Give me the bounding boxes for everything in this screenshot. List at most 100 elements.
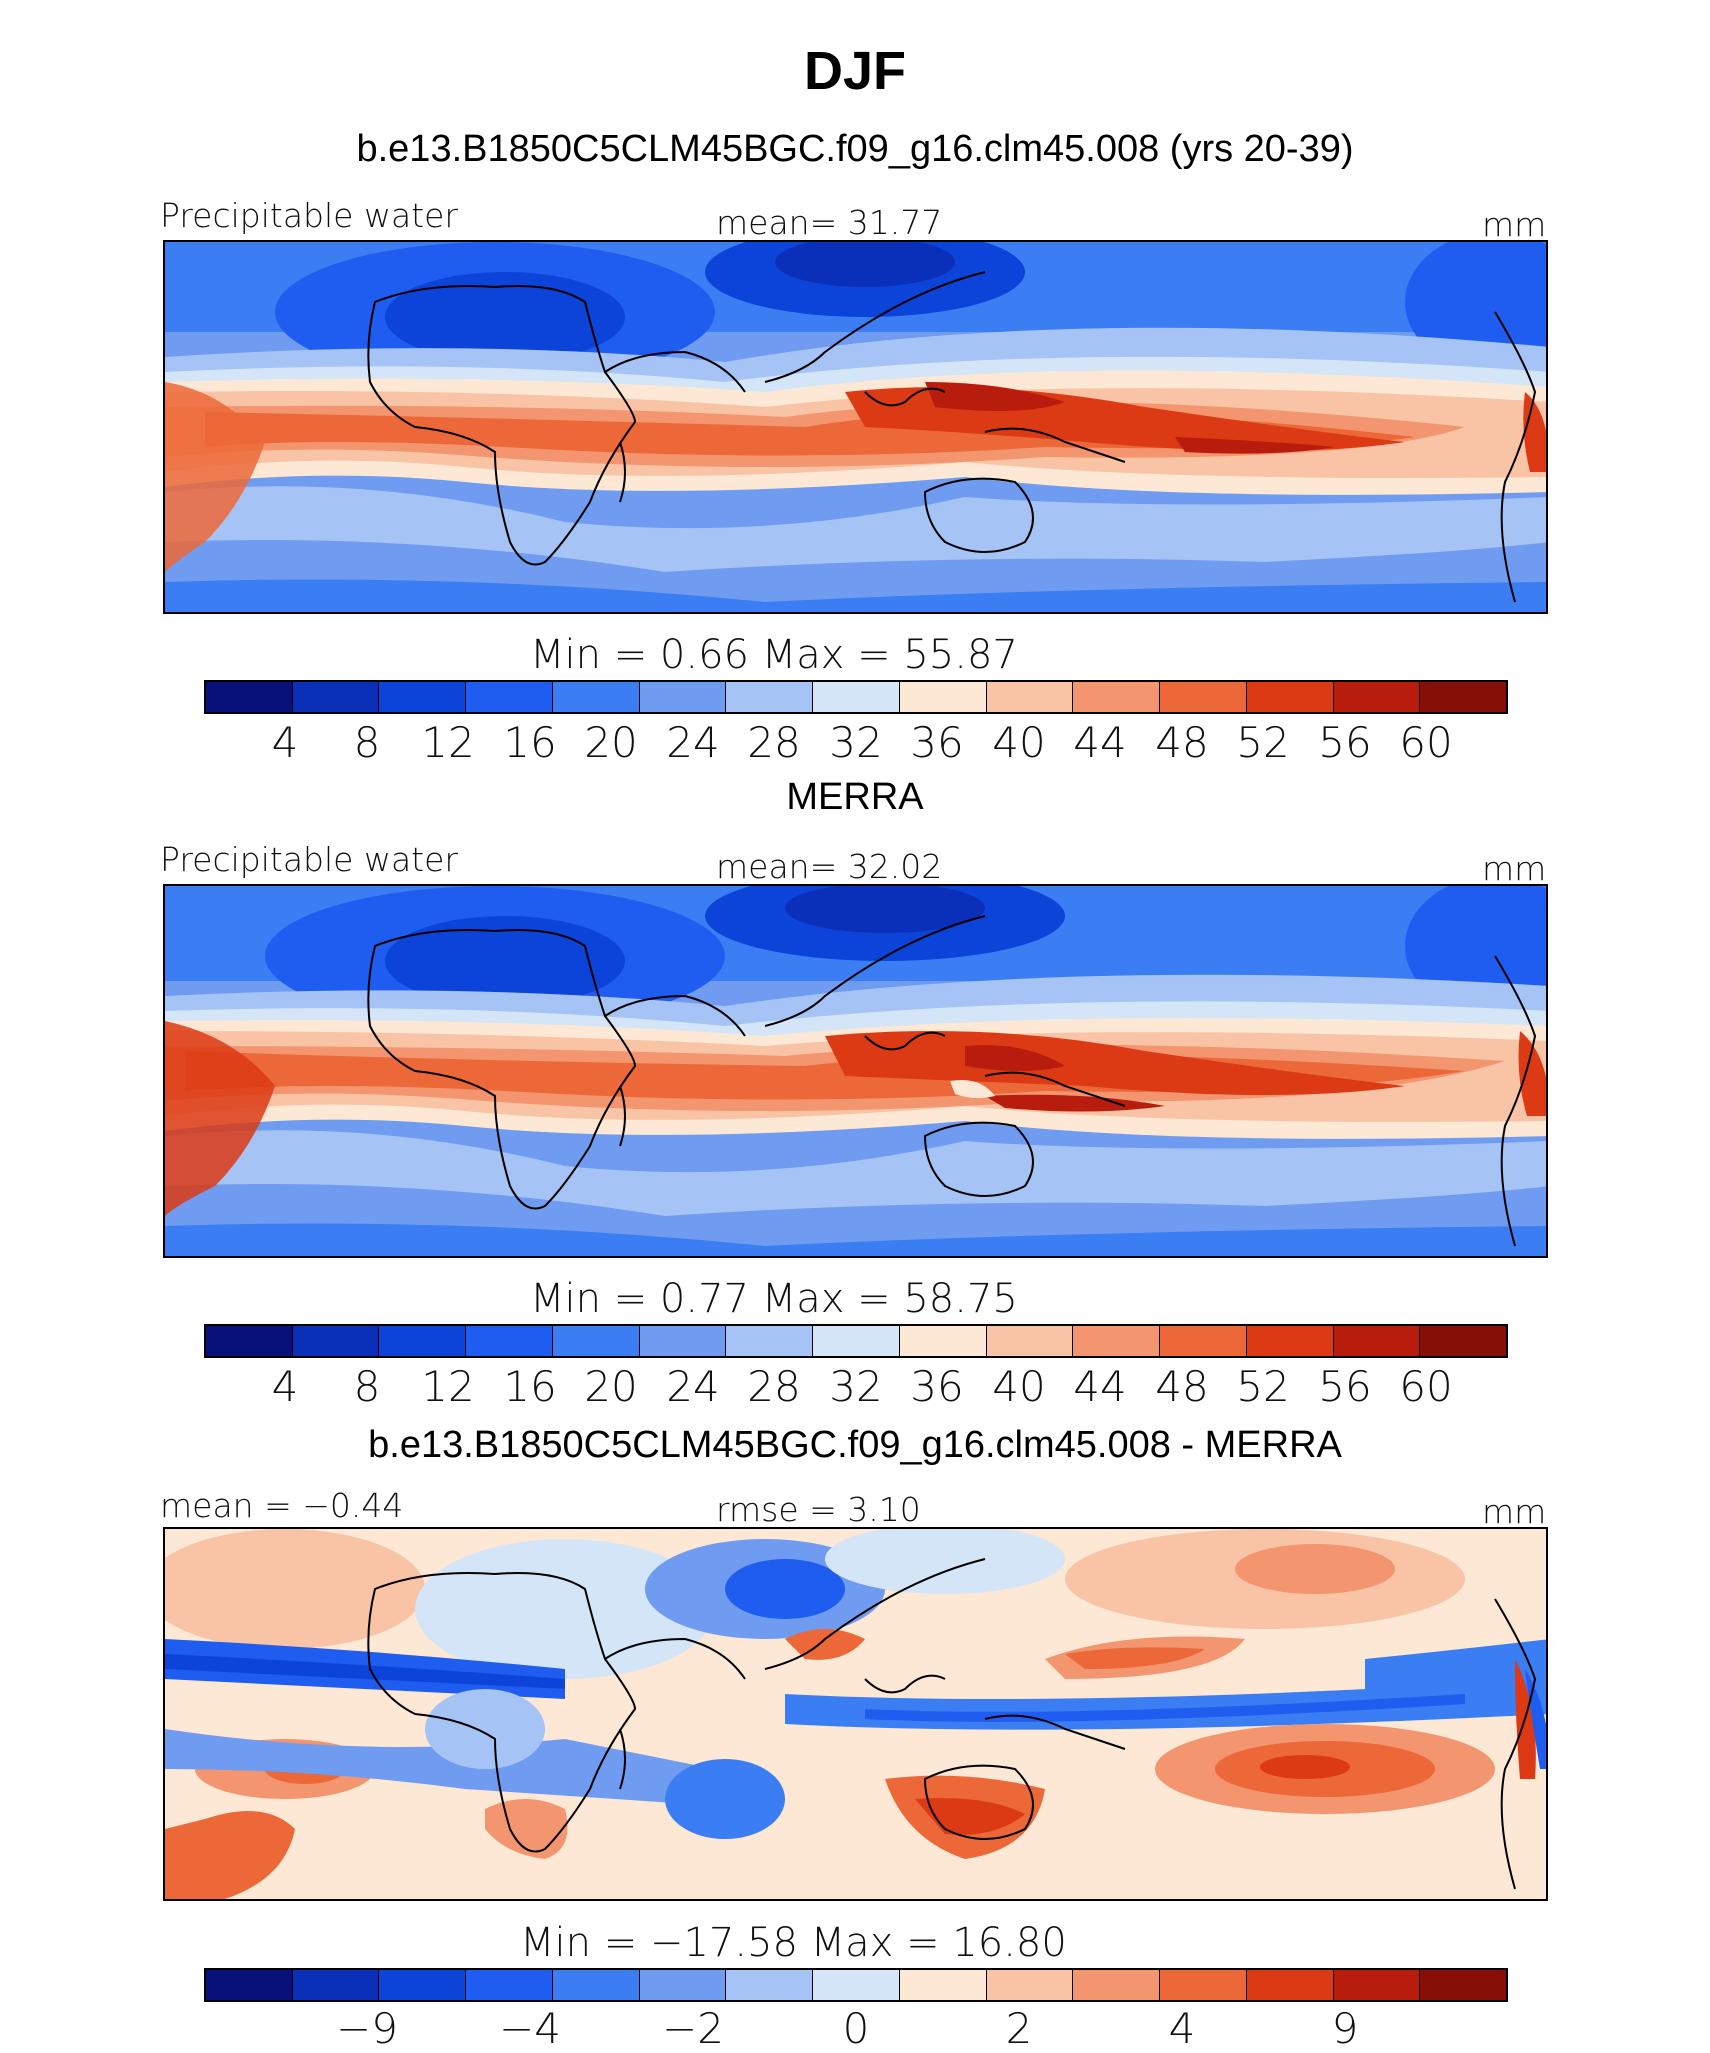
colorbar-swatch (292, 682, 380, 712)
colorbar-swatch (813, 682, 900, 712)
panel-2-colorbar (204, 1324, 1508, 1358)
colorbar-tick: 48 (1155, 718, 1209, 767)
colorbar-tick: 44 (1073, 718, 1127, 767)
colorbar-swatch (639, 682, 727, 712)
colorbar-tick: 32 (829, 1362, 883, 1411)
colorbar-swatch (206, 1970, 293, 2000)
colorbar-swatch (899, 1326, 987, 1356)
colorbar-swatch (1160, 1326, 1247, 1356)
colorbar-tick: 28 (747, 718, 801, 767)
colorbar-swatch (1160, 682, 1247, 712)
colorbar-swatch (1420, 1326, 1507, 1356)
colorbar-tick: −9 (336, 2004, 398, 2053)
colorbar-swatch (1420, 682, 1507, 712)
panel-3-subtitle: b.e13.B1850C5CLM45BGC.f09_g16.clm45.008 … (368, 1424, 1342, 1466)
colorbar-tick: −2 (662, 2004, 724, 2053)
colorbar-tick: 16 (503, 1362, 557, 1411)
colorbar-swatch (379, 1970, 467, 2000)
panel-1-variable-label: Precipitable water (160, 196, 458, 235)
panel-1-units-label: mm (1482, 205, 1547, 244)
panel-1-map (163, 240, 1548, 614)
colorbar-swatch (639, 1970, 727, 2000)
colorbar-swatch (466, 682, 553, 712)
panel-3-mean-label: mean = −0.44 (160, 1486, 404, 1525)
panel-3-map-field (165, 1529, 1546, 1899)
panel-2-mean-label: mean= 32.02 (716, 847, 943, 886)
panel-3-map (163, 1527, 1548, 1901)
colorbar-tick: 9 (1331, 2004, 1359, 2053)
colorbar-swatch (639, 1326, 727, 1356)
colorbar-swatch (986, 1326, 1074, 1356)
colorbar-swatch (206, 1326, 293, 1356)
colorbar-swatch (466, 1970, 553, 2000)
colorbar-swatch (292, 1970, 380, 2000)
colorbar-swatch (292, 1326, 380, 1356)
colorbar-swatch (552, 1326, 640, 1356)
panel-3-minmax-label: Min = −17.58 Max = 16.80 (520, 1920, 1067, 1966)
panel-3-units-label: mm (1482, 1492, 1547, 1531)
colorbar-tick: 24 (666, 718, 720, 767)
panel-2-variable-label: Precipitable water (160, 840, 458, 879)
colorbar-tick: 36 (910, 718, 964, 767)
figure-title: DJF (803, 41, 906, 101)
colorbar-tick: 52 (1236, 718, 1290, 767)
colorbar-tick: 60 (1399, 1362, 1453, 1411)
colorbar-tick: 4 (271, 718, 299, 767)
colorbar-tick: 32 (829, 718, 883, 767)
colorbar-tick: 36 (910, 1362, 964, 1411)
panel-3-colorbar (204, 1968, 1508, 2002)
colorbar-swatch (1333, 1326, 1421, 1356)
colorbar-swatch (552, 682, 640, 712)
colorbar-swatch (726, 682, 814, 712)
colorbar-swatch (1246, 1970, 1334, 2000)
colorbar-tick: 0 (842, 2004, 870, 2053)
colorbar-swatch (899, 1970, 987, 2000)
colorbar-swatch (552, 1970, 640, 2000)
colorbar-swatch (379, 682, 467, 712)
colorbar-swatch (726, 1970, 814, 2000)
colorbar-tick: 20 (584, 1362, 638, 1411)
panel-2-map-field (165, 886, 1546, 1256)
colorbar-tick: 40 (992, 718, 1046, 767)
colorbar-swatch (1333, 1970, 1421, 2000)
colorbar-tick: 56 (1318, 1362, 1372, 1411)
colorbar-swatch (813, 1326, 900, 1356)
colorbar-swatch (206, 682, 293, 712)
panel-1-minmax-label: Min = 0.66 Max = 55.87 (530, 632, 1018, 678)
colorbar-swatch (726, 1326, 814, 1356)
colorbar-swatch (986, 1970, 1074, 2000)
colorbar-tick: 56 (1318, 718, 1372, 767)
colorbar-swatch (1073, 1326, 1161, 1356)
panel-2-units-label: mm (1482, 849, 1547, 888)
colorbar-tick: 52 (1236, 1362, 1290, 1411)
panel-2-map (163, 884, 1548, 1258)
panel-2-minmax-label: Min = 0.77 Max = 58.75 (530, 1276, 1018, 1322)
colorbar-swatch (986, 682, 1074, 712)
panel-1-mean-label: mean= 31.77 (716, 203, 943, 242)
colorbar-swatch (899, 682, 987, 712)
colorbar-swatch (1246, 682, 1334, 712)
colorbar-tick: 8 (353, 718, 381, 767)
colorbar-tick: 60 (1399, 718, 1453, 767)
colorbar-tick: 4 (271, 1362, 299, 1411)
panel-1-colorbar (204, 680, 1508, 714)
colorbar-tick: 12 (421, 1362, 475, 1411)
colorbar-swatch (1420, 1970, 1507, 2000)
colorbar-tick: 24 (666, 1362, 720, 1411)
panel-2-subtitle: MERRA (786, 776, 924, 818)
colorbar-swatch (1160, 1970, 1247, 2000)
colorbar-swatch (1246, 1326, 1334, 1356)
colorbar-tick: 12 (421, 718, 475, 767)
panel-1-subtitle: b.e13.B1850C5CLM45BGC.f09_g16.clm45.008 … (356, 128, 1354, 170)
colorbar-tick: 20 (584, 718, 638, 767)
colorbar-tick: 40 (992, 1362, 1046, 1411)
colorbar-swatch (1073, 1970, 1161, 2000)
colorbar-swatch (813, 1970, 900, 2000)
colorbar-swatch (1073, 682, 1161, 712)
colorbar-tick: 16 (503, 718, 557, 767)
colorbar-tick: 8 (353, 1362, 381, 1411)
panel-3-rmse-label: rmse = 3.10 (716, 1490, 921, 1529)
colorbar-tick: 28 (747, 1362, 801, 1411)
colorbar-tick: 4 (1168, 2004, 1196, 2053)
colorbar-tick: −4 (499, 2004, 561, 2053)
